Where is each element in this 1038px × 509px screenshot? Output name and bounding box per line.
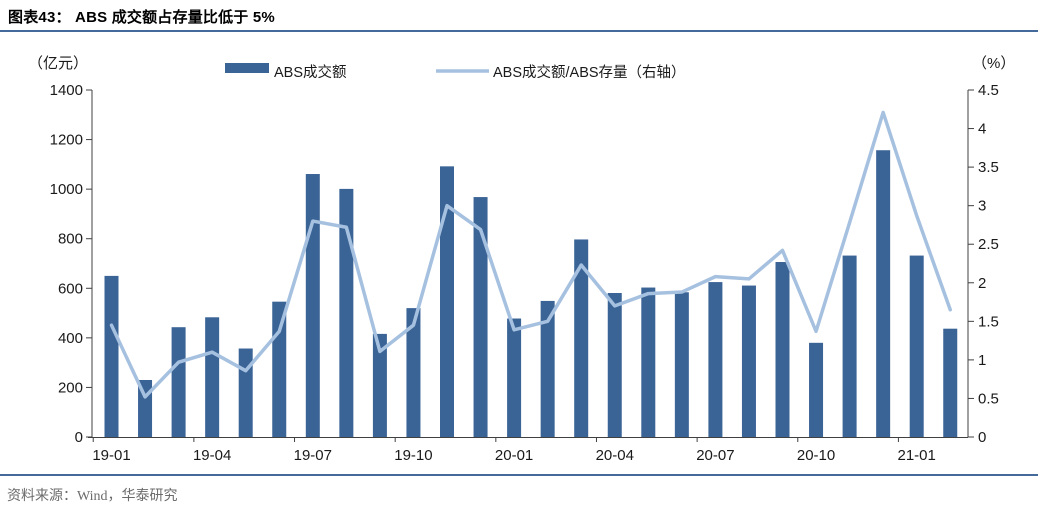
bar-19-05: [238, 348, 253, 437]
right-axis-unit: （%）: [972, 55, 1015, 72]
bar-20-03: [574, 239, 589, 437]
right-axis-tick-label: 2: [978, 275, 986, 292]
x-axis-tick-label: 19-04: [193, 447, 231, 464]
legend-bar-swatch: [225, 63, 269, 73]
left-axis-tick-label: 1200: [50, 132, 83, 149]
x-axis-tick-label: 19-07: [294, 447, 332, 464]
right-axis-tick-label: 4: [978, 121, 986, 138]
x-axis-tick-label: 20-10: [797, 447, 835, 464]
footer-rule: [0, 474, 1038, 476]
right-axis-tick-label: 3: [978, 198, 986, 215]
bar-19-07: [305, 174, 320, 438]
bar-20-06: [674, 292, 689, 437]
bar-20-10: [809, 342, 824, 437]
bar-19-01: [104, 275, 119, 437]
left-axis-tick-label: 800: [58, 231, 83, 248]
x-axis-tick-label: 20-01: [495, 447, 533, 464]
left-axis-unit: （亿元）: [28, 55, 88, 72]
bar-19-11: [440, 166, 454, 437]
figure-title: 图表43： ABS 成交额占存量比低于 5%: [8, 9, 275, 26]
bar-20-12: [876, 150, 891, 437]
right-axis-tick-label: 4.5: [978, 82, 999, 99]
source-note: 资料来源：Wind，华泰研究: [7, 489, 178, 504]
legend-line-label: ABS成交额/ABS存量（右轴）: [493, 63, 686, 81]
bar-20-01: [507, 318, 522, 437]
left-axis-tick-label: 600: [58, 280, 83, 297]
x-axis-tick-label: 20-04: [596, 447, 634, 464]
bar-19-04: [205, 317, 220, 437]
title-rule: [0, 30, 1038, 32]
left-axis-tick-label: 1400: [50, 82, 83, 99]
bar-20-07: [708, 282, 723, 437]
left-axis-tick-label: 200: [58, 379, 83, 396]
bar-20-11: [842, 255, 857, 437]
legend: ABS成交额 ABS成交额/ABS存量（右轴）: [225, 63, 686, 81]
legend-bar-label: ABS成交额: [274, 63, 347, 81]
bar-19-06: [272, 301, 287, 437]
bar-19-09: [372, 333, 387, 437]
x-axis-tick-label: 19-10: [394, 447, 432, 464]
right-axis-tick-label: 2.5: [978, 236, 999, 253]
right-axis-tick-label: 1: [978, 352, 986, 369]
bar-20-02: [540, 300, 555, 437]
left-axis-tick-label: 400: [58, 330, 83, 347]
ratio-line: [109, 110, 952, 399]
x-axis-tick-label: 19-01: [92, 447, 130, 464]
left-axis-tick-label: 1000: [50, 181, 83, 198]
bar-20-04: [607, 292, 622, 437]
bar-19-03: [171, 327, 186, 437]
x-axis-tick-label: 20-07: [696, 447, 734, 464]
combo-chart: （亿元） （%） ABS成交额 ABS成交额/ABS存量（右轴） 0200400…: [28, 55, 1015, 464]
x-axis-tick-label: 21-01: [898, 447, 936, 464]
left-axis-tick-label: 0: [75, 429, 83, 446]
right-axis-tick-label: 0.5: [978, 390, 999, 407]
right-axis-tick-label: 0: [978, 429, 986, 446]
bar-19-08: [339, 188, 354, 437]
right-axis-tick-label: 1.5: [978, 313, 999, 330]
bar-21-02: [943, 328, 958, 437]
bar-19-10: [406, 308, 421, 437]
bar-19-12: [473, 197, 488, 437]
bar-20-05: [641, 287, 656, 437]
bar-21-01: [909, 255, 924, 437]
bar-20-09: [775, 262, 790, 437]
right-axis-tick-label: 3.5: [978, 159, 999, 176]
bar-20-08: [741, 285, 756, 437]
